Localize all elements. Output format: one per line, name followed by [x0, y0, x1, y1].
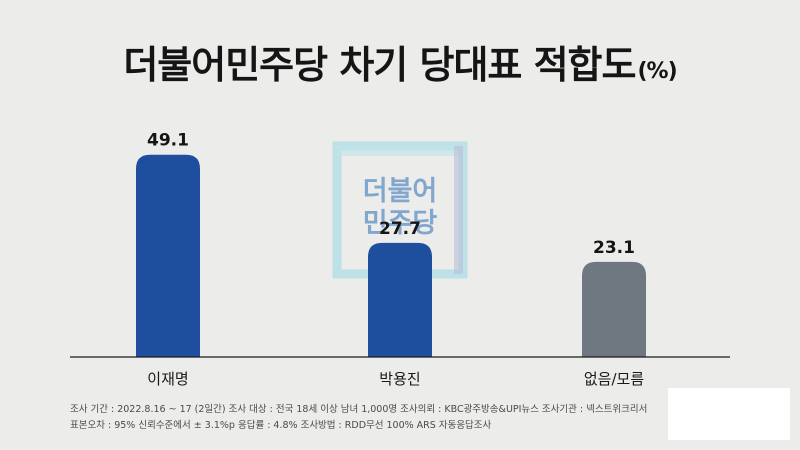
category-label-1: 이재명: [147, 370, 188, 388]
bars-layer: [136, 154, 646, 357]
category-label-3: 없음/모름: [584, 370, 644, 388]
bar-1: [136, 154, 200, 357]
bar-value-label-2: 27.7: [379, 219, 421, 239]
watermark-logo: 더불어 민주당: [332, 141, 468, 279]
bar-value-label-1: 49.1: [147, 131, 189, 151]
bar-3: [582, 261, 646, 357]
category-label-2: 박용진: [379, 370, 420, 388]
bar-value-label-3: 23.1: [593, 238, 635, 258]
chart-title-unit: (%): [637, 59, 677, 84]
watermark-line2: 민주당: [363, 208, 438, 239]
footnote-line-1: 조사 기간 : 2022.8.16 ~ 17 (2일간) 조사 대상 : 전국 …: [70, 404, 648, 415]
footnote-line-2: 표본오차 : 95% 신뢰수준에서 ± 3.1%p 응답률 : 4.8% 조사방…: [70, 420, 492, 431]
chart-title: 더불어민주당 차기 당대표 적합도(%): [0, 34, 800, 89]
watermark-line1: 더불어: [363, 176, 438, 207]
bar-2: [368, 242, 432, 357]
labels-layer: 49.1 이재명 27.7 박용진 23.1 없음/모름: [147, 131, 644, 388]
white-mask-box: [668, 388, 790, 440]
survey-footnote: 조사 기간 : 2022.8.16 ~ 17 (2일간) 조사 대상 : 전국 …: [70, 402, 670, 434]
chart-title-text: 더불어민주당 차기 당대표 적합도: [123, 43, 636, 87]
